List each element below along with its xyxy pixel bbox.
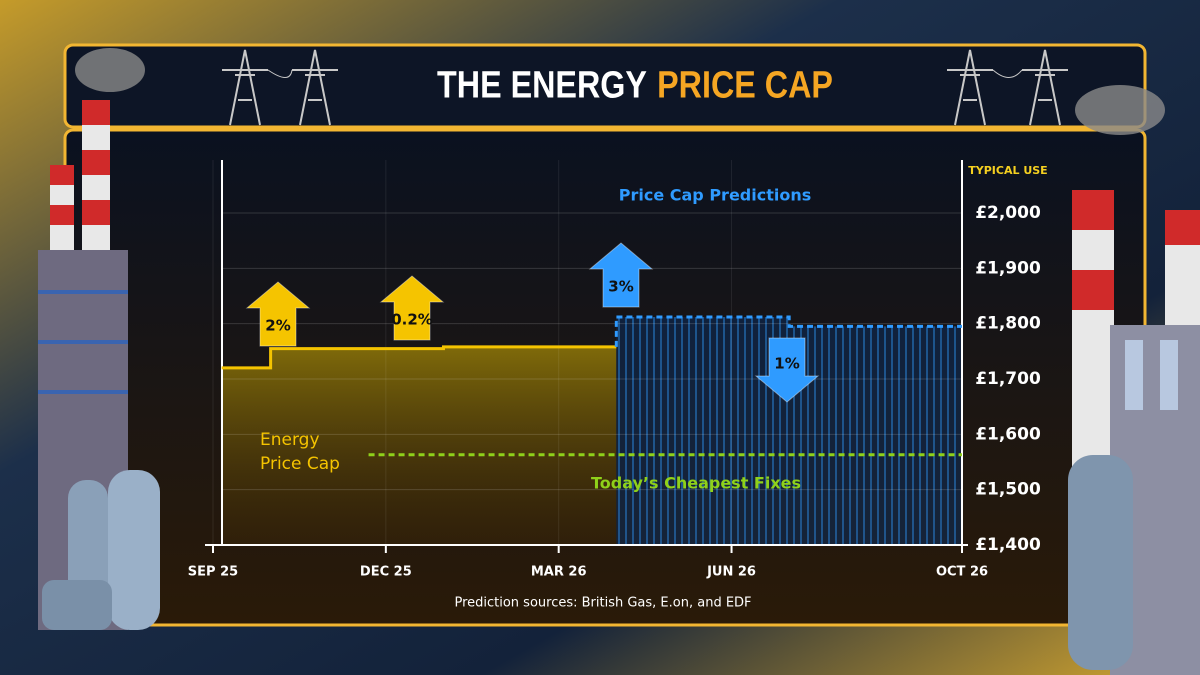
change-label: 3% bbox=[608, 278, 633, 296]
factory-right bbox=[1068, 85, 1200, 675]
change-arrow bbox=[588, 242, 654, 308]
y-tick-label: £1,600 bbox=[975, 424, 1041, 444]
label-line: Price Cap bbox=[260, 454, 340, 474]
y-tick-label: £2,000 bbox=[975, 203, 1041, 223]
factory-left bbox=[38, 48, 160, 630]
chart-title: THE ENERGY PRICE CAP bbox=[437, 65, 833, 107]
series-line bbox=[614, 315, 962, 347]
x-tick-label: OCT 26 bbox=[936, 565, 988, 580]
change-label: 0.2% bbox=[391, 311, 433, 329]
title-highlight: PRICE CAP bbox=[657, 65, 833, 107]
series-label: Price Cap Predictions bbox=[619, 186, 812, 205]
series-label: Energy Price Cap bbox=[260, 430, 340, 474]
change-label: 1% bbox=[774, 355, 799, 373]
change-arrow bbox=[245, 281, 311, 347]
series-label: Today’s Cheapest Fixes bbox=[591, 474, 801, 493]
x-tick-label: DEC 25 bbox=[360, 565, 412, 580]
change-arrow bbox=[379, 275, 445, 341]
pylons bbox=[222, 49, 1068, 126]
label-line: Energy bbox=[260, 430, 320, 450]
title-text: THE ENERGY bbox=[437, 65, 647, 107]
y-tick-label: £1,500 bbox=[975, 480, 1041, 500]
y-tick-label: £1,400 bbox=[975, 535, 1041, 555]
area-fill bbox=[616, 317, 962, 545]
area-fill bbox=[221, 346, 617, 545]
source-note: Prediction sources: British Gas, E.on, a… bbox=[454, 596, 751, 611]
y-tick-label: £1,900 bbox=[975, 258, 1041, 278]
change-label: 2% bbox=[265, 317, 290, 335]
series-line bbox=[221, 345, 617, 370]
change-arrow bbox=[754, 337, 820, 403]
title-banner bbox=[63, 43, 1147, 129]
y-tick-label: £1,800 bbox=[975, 314, 1041, 334]
y-axis-label: TYPICAL USE bbox=[968, 164, 1047, 177]
x-tick-label: MAR 26 bbox=[531, 565, 587, 580]
y-tick-label: £1,700 bbox=[975, 369, 1041, 389]
x-tick-label: SEP 25 bbox=[188, 565, 238, 580]
x-tick-label: JUN 26 bbox=[706, 565, 756, 580]
